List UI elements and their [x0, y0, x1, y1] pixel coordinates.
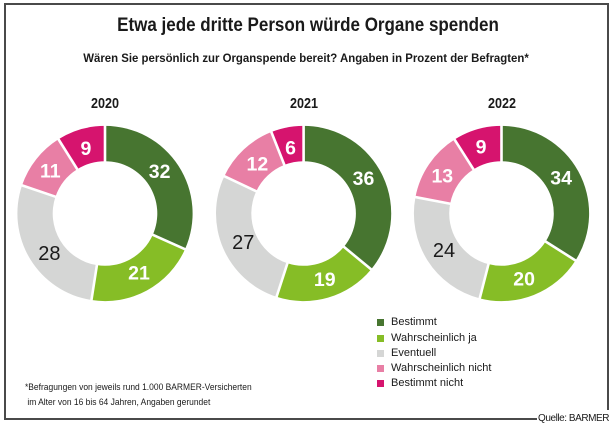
svg-text:19: 19 — [314, 269, 336, 291]
svg-text:13: 13 — [431, 166, 453, 188]
svg-text:34: 34 — [550, 168, 572, 190]
svg-text:21: 21 — [128, 263, 150, 285]
svg-text:9: 9 — [80, 138, 91, 160]
svg-text:28: 28 — [38, 243, 60, 265]
svg-text:11: 11 — [40, 161, 61, 183]
svg-text:12: 12 — [247, 154, 269, 176]
svg-text:36: 36 — [353, 168, 375, 190]
svg-text:24: 24 — [433, 240, 455, 262]
svg-text:9: 9 — [476, 136, 487, 158]
svg-text:20: 20 — [513, 269, 535, 291]
svg-text:27: 27 — [232, 232, 254, 254]
svg-text:32: 32 — [149, 161, 171, 183]
svg-text:6: 6 — [285, 138, 296, 160]
